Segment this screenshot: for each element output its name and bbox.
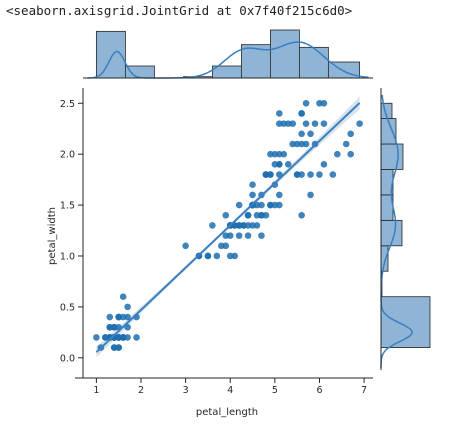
data-point xyxy=(347,150,354,158)
x-tick-label: 2 xyxy=(138,385,144,396)
data-point xyxy=(93,334,100,341)
data-point xyxy=(298,211,305,219)
data-point xyxy=(289,140,296,148)
data-point xyxy=(124,303,131,311)
kde-curve-x xyxy=(87,41,369,79)
data-point xyxy=(347,130,354,138)
data-point xyxy=(231,252,238,260)
y-tick-label: 1.0 xyxy=(60,251,75,262)
data-point xyxy=(209,222,216,229)
data-point xyxy=(293,171,301,178)
data-point xyxy=(124,323,131,331)
data-point xyxy=(271,161,279,168)
data-point xyxy=(271,181,279,189)
data-point xyxy=(204,252,212,260)
regression-line xyxy=(95,102,361,353)
data-point xyxy=(302,99,310,107)
data-point xyxy=(334,150,341,158)
data-point xyxy=(249,181,256,189)
data-point xyxy=(115,313,122,321)
data-point xyxy=(133,334,140,341)
data-point xyxy=(298,140,305,148)
data-point xyxy=(320,120,328,127)
y-tick-label: 0.5 xyxy=(60,302,75,313)
data-point xyxy=(235,201,243,209)
data-point xyxy=(320,161,328,168)
data-point xyxy=(302,120,310,127)
data-point xyxy=(253,222,261,229)
data-point xyxy=(280,150,288,158)
data-point xyxy=(356,120,363,127)
scatter-plot-area: 1 2 3 4 5 6 7 0.0 0.5 1.0 1.5 2.0 2.5 xyxy=(60,88,373,396)
x-tick-label: 7 xyxy=(361,385,367,396)
x-tick-label: 1 xyxy=(93,385,99,396)
data-point xyxy=(276,201,283,209)
data-point xyxy=(284,161,292,168)
data-point xyxy=(307,171,314,178)
y-tick-label: 2.5 xyxy=(60,99,75,110)
data-point xyxy=(329,171,337,178)
data-point xyxy=(182,242,189,250)
data-point xyxy=(253,211,261,219)
histogram-bar-y xyxy=(380,245,389,272)
histogram-bar-x xyxy=(269,29,300,79)
data-point xyxy=(240,222,247,229)
x-tick-label: 3 xyxy=(183,385,189,396)
data-point xyxy=(244,211,252,219)
data-point xyxy=(249,191,256,199)
data-point xyxy=(218,242,225,250)
data-point xyxy=(262,211,270,219)
histogram-bar-y xyxy=(380,143,404,170)
x-tick-label: 6 xyxy=(316,385,322,396)
x-tick-label: 5 xyxy=(272,385,278,396)
x-tick-label: 4 xyxy=(227,385,233,396)
data-point xyxy=(307,130,314,138)
axes: 1 2 3 4 5 6 7 0.0 0.5 1.0 1.5 2.0 2.5 xyxy=(60,88,373,396)
data-point xyxy=(119,293,127,301)
data-point xyxy=(110,344,118,351)
output-caption: <seaborn.axisgrid.JointGrid at 0x7f40f21… xyxy=(6,3,353,18)
data-point xyxy=(267,150,274,158)
histogram-bar-x xyxy=(124,65,155,79)
x-axis-label: petal_length xyxy=(196,407,258,418)
data-point xyxy=(235,232,243,239)
data-point xyxy=(262,171,270,178)
data-point xyxy=(276,110,283,117)
data-point xyxy=(244,232,252,239)
data-point xyxy=(289,120,296,127)
y-tick-label: 2.0 xyxy=(60,150,75,161)
histogram-bar-y xyxy=(380,296,431,349)
y-tick-label: 0.0 xyxy=(60,353,75,364)
data-point xyxy=(298,130,305,138)
data-point xyxy=(213,252,221,260)
data-point xyxy=(316,171,323,178)
marginal-histogram-x xyxy=(83,29,373,79)
data-point xyxy=(276,191,283,199)
y-axis-label: petal_width xyxy=(47,207,58,265)
data-point xyxy=(258,232,265,239)
data-point xyxy=(280,120,288,127)
data-point xyxy=(320,99,328,107)
data-point xyxy=(258,201,265,209)
data-point xyxy=(222,211,230,219)
histogram-bar-x xyxy=(298,46,329,79)
kde-curve-y xyxy=(380,95,413,368)
marginal-histogram-y xyxy=(380,88,431,370)
data-point xyxy=(307,191,314,199)
y-tick-label: 1.5 xyxy=(60,201,75,212)
data-point xyxy=(226,232,234,239)
data-point xyxy=(342,140,350,148)
data-point xyxy=(311,120,319,127)
data-point xyxy=(106,313,114,321)
data-point xyxy=(110,323,118,331)
data-point xyxy=(298,110,305,117)
